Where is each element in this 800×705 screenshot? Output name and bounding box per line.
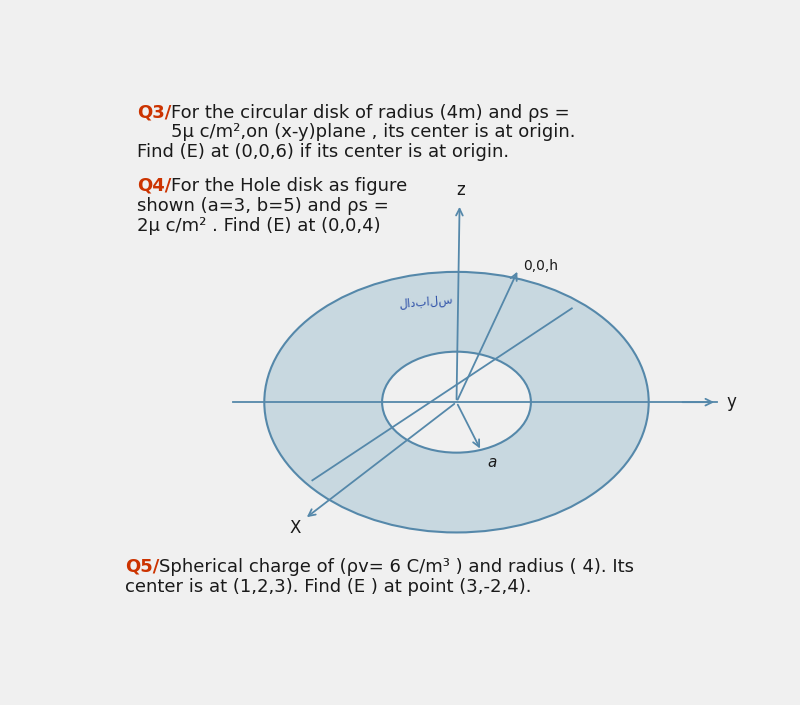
Text: 2μ c/m² . Find (E) at (0,0,4): 2μ c/m² . Find (E) at (0,0,4) [138, 217, 381, 235]
Text: X: X [290, 519, 301, 537]
Text: y: y [726, 393, 736, 411]
Text: Q5/: Q5/ [125, 558, 159, 576]
Text: shown (a=3, b=5) and ρs =: shown (a=3, b=5) and ρs = [138, 197, 389, 215]
Ellipse shape [264, 272, 649, 532]
Text: For the circular disk of radius (4m) and ρs =: For the circular disk of radius (4m) and… [171, 104, 570, 121]
Text: a: a [487, 455, 497, 470]
Text: Find (E) at (0,0,6) if its center is at origin.: Find (E) at (0,0,6) if its center is at … [138, 142, 510, 161]
Text: z: z [457, 180, 466, 199]
Text: Q4/: Q4/ [138, 177, 171, 195]
Text: 5μ c/m²,on (x-y)plane , its center is at origin.: 5μ c/m²,on (x-y)plane , its center is at… [171, 123, 576, 140]
Text: center is at (1,2,3). Find (E ) at point (3,-2,4).: center is at (1,2,3). Find (E ) at point… [125, 578, 531, 596]
Ellipse shape [382, 352, 531, 453]
Text: Spherical charge of (ρv= 6 C/m³ ) and radius ( 4). Its: Spherical charge of (ρv= 6 C/m³ ) and ra… [159, 558, 634, 576]
Text: لادبالس: لادبالس [398, 293, 453, 311]
Text: Q3/: Q3/ [138, 104, 171, 121]
Text: For the Hole disk as figure: For the Hole disk as figure [171, 177, 407, 195]
Text: 0,0,h: 0,0,h [523, 259, 558, 274]
